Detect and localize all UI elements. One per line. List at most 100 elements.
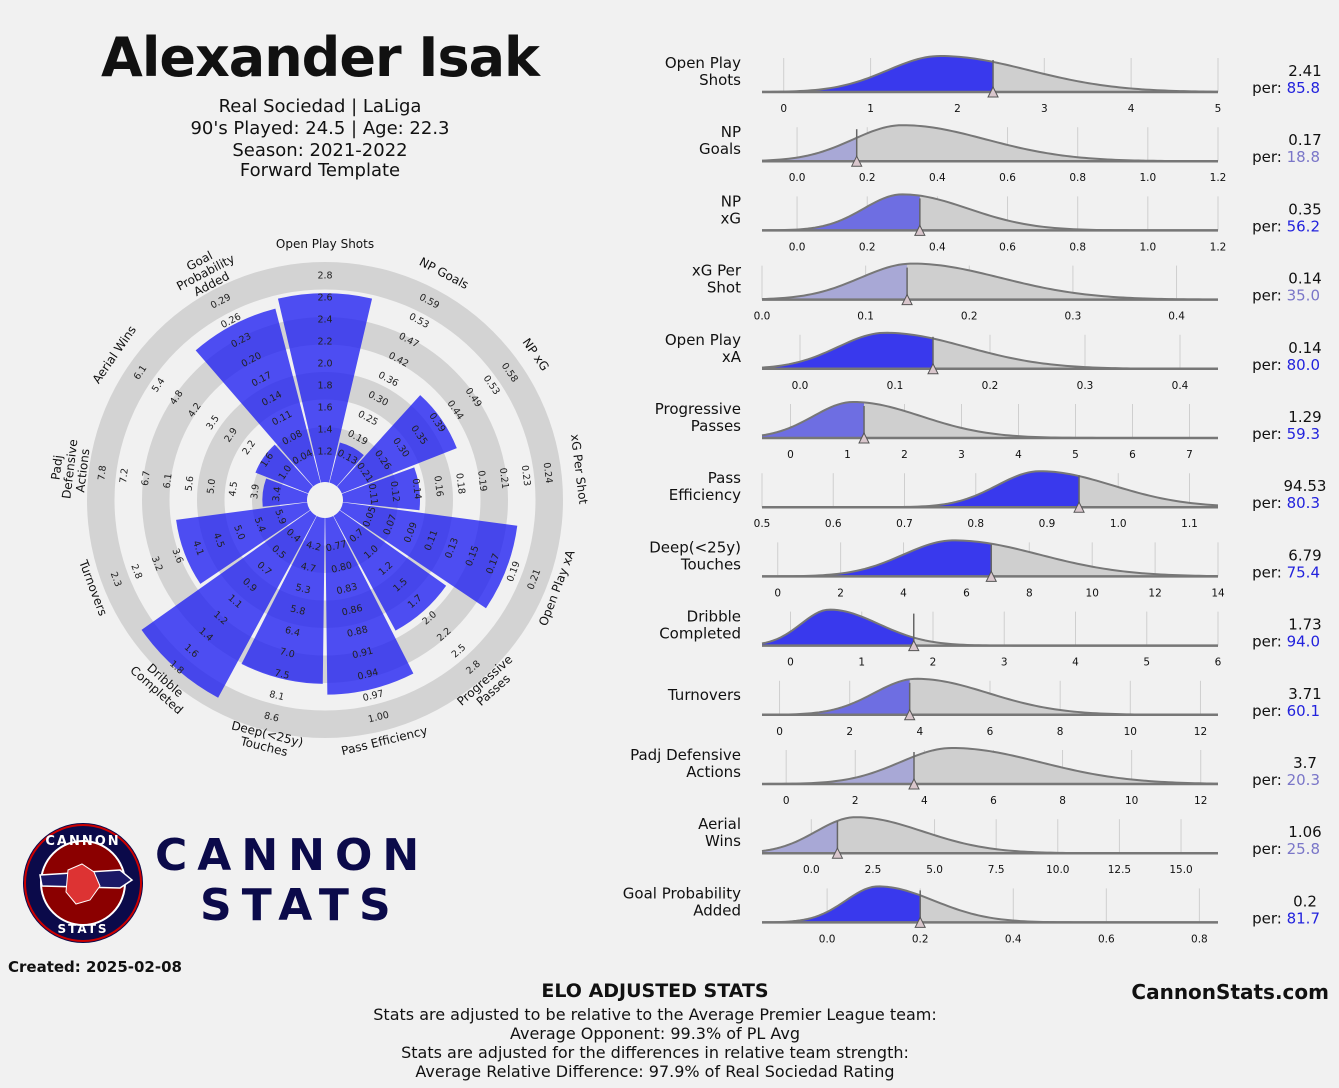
dist-area xyxy=(762,263,1218,300)
tick-label: 6 xyxy=(963,587,970,599)
tick-label: 6 xyxy=(1129,449,1136,461)
radar-tick: 2.6 xyxy=(317,293,332,304)
radar-tick: 2.8 xyxy=(128,563,144,581)
player-marker xyxy=(914,916,927,928)
tick-label: 0.4 xyxy=(1005,933,1022,945)
radar-tick: 0.80 xyxy=(330,560,353,576)
tick-label: 0.9 xyxy=(1039,518,1056,530)
tick-label: 4 xyxy=(917,726,924,738)
radar-wedge-12 xyxy=(255,444,313,494)
radar-wedge-11 xyxy=(262,478,309,507)
percentile: per: 85.8 xyxy=(1252,79,1320,97)
radar-axis-label: PadjDefensiveActions xyxy=(46,437,93,501)
percentile-value: 18.8 xyxy=(1287,148,1320,166)
metric-label: Aerial Wins xyxy=(698,815,741,850)
logo-ring-top: CANNON xyxy=(45,834,120,849)
metric-value: 3.71 xyxy=(1288,685,1321,703)
metric-value: 2.41 xyxy=(1288,62,1321,80)
tick-label: 2 xyxy=(930,657,937,669)
tick-label: 10 xyxy=(1124,726,1137,738)
tick-label: 2 xyxy=(852,795,859,807)
logo-ring-bottom: STATS xyxy=(57,922,108,936)
radar-tick: 1.00 xyxy=(367,710,390,726)
player-marker xyxy=(987,85,999,98)
tick-label: 0.3 xyxy=(1065,311,1082,323)
tick-label: 1 xyxy=(844,449,851,461)
tick-label: 0 xyxy=(783,795,790,807)
radar-tick: 0.14 xyxy=(410,478,423,500)
radar-tick: 0.24 xyxy=(541,462,554,484)
radar-tick: 6.1 xyxy=(162,473,175,489)
percentile: per: 20.3 xyxy=(1252,771,1320,789)
tick-label: 5 xyxy=(1215,103,1222,115)
tick-label: 0.8 xyxy=(967,518,984,530)
radar-tick: 0.19 xyxy=(475,470,488,492)
player-marker xyxy=(908,777,920,790)
metric-label: Goal Probability Added xyxy=(623,884,741,919)
tick-label: 10 xyxy=(1086,587,1099,599)
player-marker xyxy=(903,708,916,721)
player-marker xyxy=(985,570,998,582)
radar-tick: 3.2 xyxy=(149,555,165,573)
tick-label: 12 xyxy=(1194,795,1207,807)
radar-tick: 3.6 xyxy=(169,547,185,565)
tick-label: 12.5 xyxy=(1108,864,1131,876)
metric-label: Open Play Shots xyxy=(665,54,741,89)
footer-line-1: Stats are adjusted to be relative to the… xyxy=(373,1005,937,1024)
radar-tick: 4.7 xyxy=(300,561,317,575)
radar-axis-label: xG Per Shot xyxy=(568,433,590,505)
radar-tick: 0.23 xyxy=(519,464,532,486)
dist-area-player xyxy=(762,679,910,715)
metric-label: xG Per Shot xyxy=(692,262,742,297)
dist-area-player xyxy=(762,137,857,162)
tick-label: 4 xyxy=(921,795,928,807)
percentile-value: 81.7 xyxy=(1287,909,1320,927)
tick-label: 0 xyxy=(774,587,781,599)
tick-label: 3 xyxy=(1001,657,1008,669)
player-marker xyxy=(927,362,939,375)
percentile-value: 60.1 xyxy=(1287,702,1320,720)
percentile-value: 75.4 xyxy=(1287,563,1320,581)
radar-tick: 6.7 xyxy=(140,470,153,486)
tick-label: 2 xyxy=(901,449,908,461)
dist-area-player xyxy=(762,332,933,369)
radar-tick: 7.5 xyxy=(273,668,290,682)
metric-value: 0.14 xyxy=(1288,270,1321,288)
radar-axis-label: Open Play Shots xyxy=(276,237,374,251)
radar-center xyxy=(307,482,343,518)
radar-tick: 8.1 xyxy=(268,689,285,703)
radar-tick: 2.2 xyxy=(317,337,332,348)
radar-tick: 0.12 xyxy=(388,480,401,502)
tick-label: 0.0 xyxy=(789,172,806,184)
radar-tick: 2.3 xyxy=(108,570,124,588)
radar-wedge-3 xyxy=(337,395,457,494)
radar-wedge-8 xyxy=(241,516,325,684)
tick-label: 4 xyxy=(1128,103,1135,115)
player-marker xyxy=(901,293,913,306)
tick-label: 3 xyxy=(958,449,965,461)
tick-label: 0 xyxy=(780,103,787,115)
tick-label: 7.5 xyxy=(988,864,1005,876)
radar-wedge-4 xyxy=(341,467,420,511)
tick-label: 0.0 xyxy=(789,241,806,253)
tick-label: 0.2 xyxy=(912,933,929,945)
dist-curve xyxy=(761,55,1219,93)
percentile-value: 35.0 xyxy=(1287,287,1320,305)
radar-wedge-2 xyxy=(329,442,364,487)
radar-tick: 3.9 xyxy=(249,483,262,499)
radar-tick: 0.97 xyxy=(362,688,385,704)
tick-label: 0.8 xyxy=(1069,241,1086,253)
metric-label: Turnovers xyxy=(667,686,741,704)
percentile: per: 35.0 xyxy=(1252,287,1320,305)
dist-area xyxy=(762,817,1218,854)
tick-label: 8 xyxy=(1057,726,1064,738)
percentile: per: 75.4 xyxy=(1252,563,1320,581)
radar-tick: 0.91 xyxy=(351,646,374,662)
tick-label: 6 xyxy=(990,795,997,807)
metric-label: Open Play xA xyxy=(665,331,742,366)
